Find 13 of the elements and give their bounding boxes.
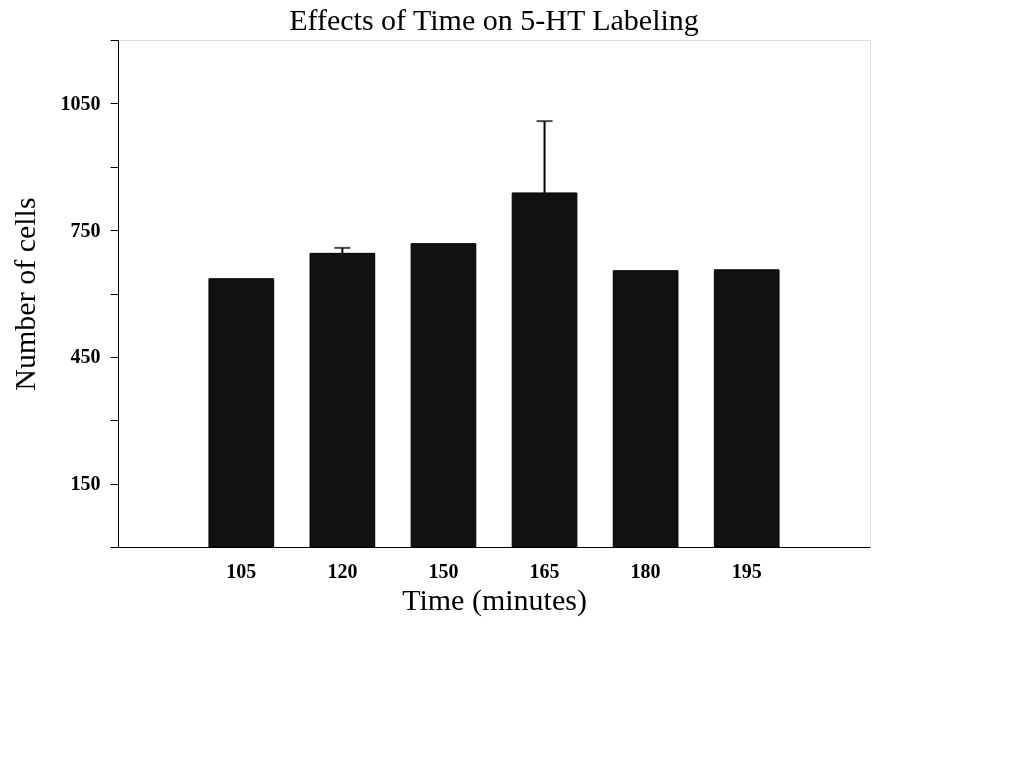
- y-tick-label: 450: [70, 345, 101, 368]
- y-tick-label: 750: [70, 218, 101, 241]
- x-tick-label: 120: [327, 559, 358, 582]
- x-tick-label: 150: [428, 559, 459, 582]
- x-tick-label: 180: [630, 559, 661, 582]
- x-axis-title: Time (minutes): [402, 582, 587, 617]
- x-tick-label: 165: [529, 559, 560, 582]
- chart-title: Effects of Time on 5-HT Labeling: [289, 2, 699, 36]
- y-tick-label: 1050: [60, 91, 101, 114]
- x-tick-label: 195: [731, 559, 762, 582]
- x-tick-label: 105: [226, 559, 257, 582]
- y-tick-label: 150: [70, 472, 101, 495]
- y-axis-title: Number of cells: [7, 197, 41, 391]
